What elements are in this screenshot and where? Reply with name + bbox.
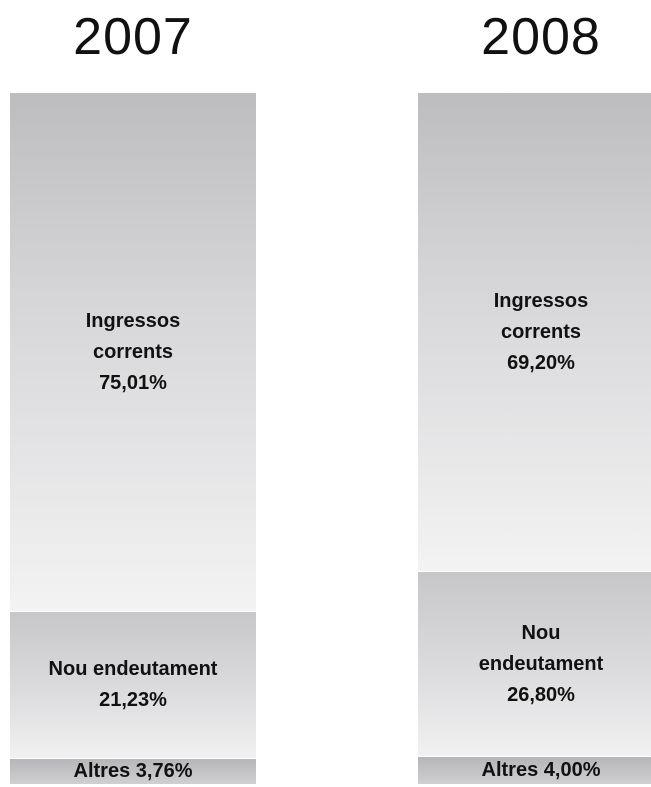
segment-label-ingressos-2008: Ingressos corrents 69,20% (493, 289, 589, 374)
segment-altres-2008: Altres 4,00% (418, 756, 651, 784)
year-label-2007: 2007 (73, 8, 193, 66)
segment-altres-2007: Altres 3,76% (10, 758, 256, 784)
bar-2008: Ingressos corrents 69,20% Nou endeutamen… (418, 93, 651, 784)
bar-2007: Ingressos corrents 75,01% Nou endeutamen… (10, 93, 256, 784)
segment-label-endeutament-2008: Nou endeutament 26,80% (478, 621, 604, 706)
segment-endeutament-2007: Nou endeutament 21,23% (10, 611, 256, 758)
segment-label-altres-2008: Altres 4,00% (481, 759, 601, 781)
segment-ingressos-2007: Ingressos corrents 75,01% (10, 93, 256, 611)
segment-label-endeutament-2007: Nou endeutament 21,23% (48, 658, 218, 711)
segment-label-altres-2007: Altres 3,76% (73, 760, 193, 782)
year-label-2008: 2008 (481, 8, 601, 66)
segment-label-ingressos-2007: Ingressos corrents 75,01% (85, 309, 181, 394)
segment-ingressos-2008: Ingressos corrents 69,20% (418, 93, 651, 571)
segment-endeutament-2008: Nou endeutament 26,80% (418, 571, 651, 756)
